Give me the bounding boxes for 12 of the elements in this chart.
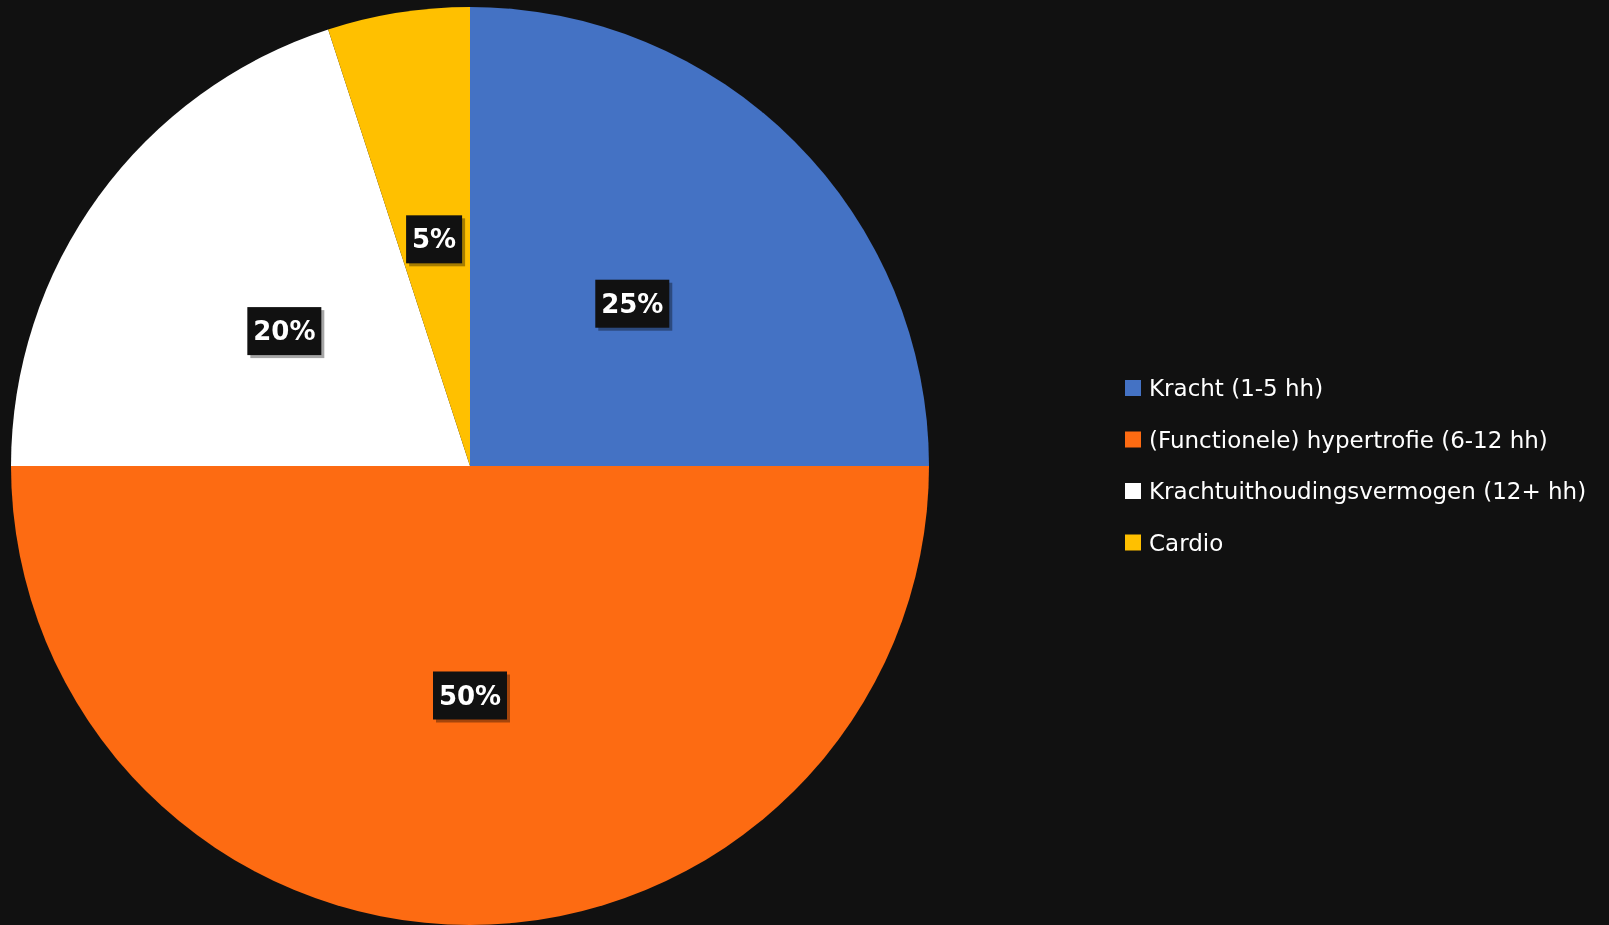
data-label: 20% <box>253 316 316 347</box>
legend-label: Cardio <box>1149 529 1224 556</box>
data-label: 25% <box>601 288 664 319</box>
pie-slice <box>11 466 929 925</box>
pie-slice <box>328 7 470 466</box>
legend-label: Kracht (1-5 hh) <box>1149 375 1324 401</box>
data-label: 50% <box>438 680 502 711</box>
data-label: 5% <box>412 224 457 255</box>
legend-label: Krachtuithoudingsvermogen (12+ hh) <box>1149 478 1587 504</box>
legend-label: (Functionele) hypertrofie (6-12 hh) <box>1149 426 1548 453</box>
pie-slice <box>470 7 929 466</box>
pie-slice <box>11 29 470 466</box>
